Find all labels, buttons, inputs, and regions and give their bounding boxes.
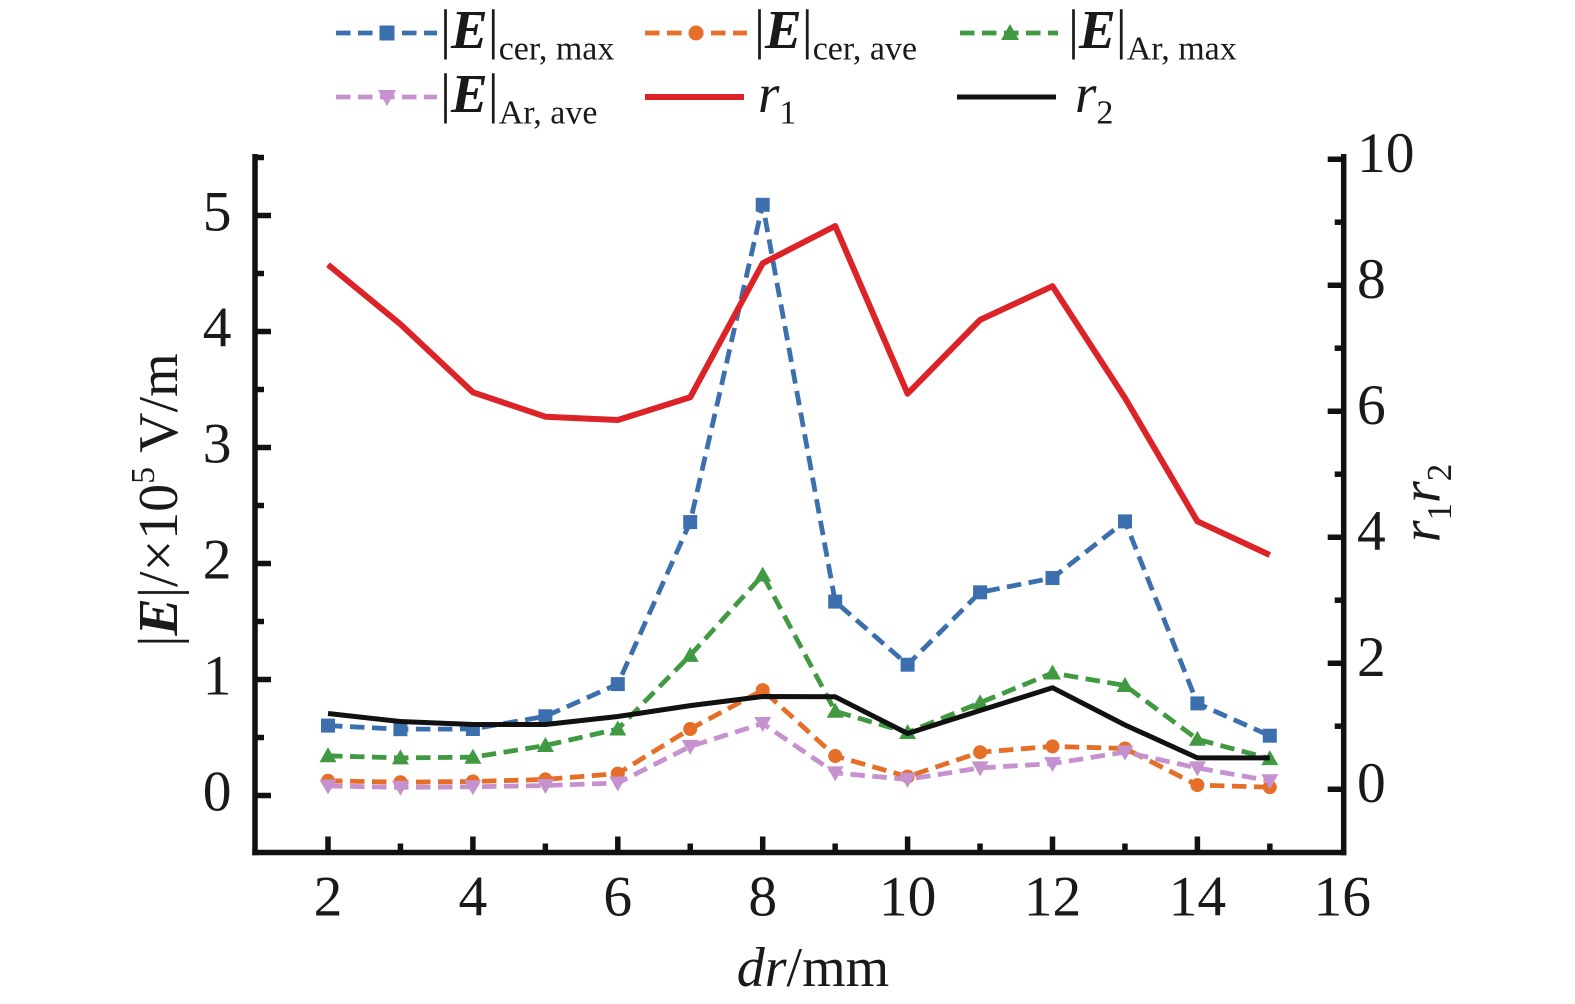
svg-text:1: 1 [203,645,232,708]
svg-text:8: 8 [1357,248,1386,311]
svg-text:2: 2 [203,529,232,592]
svg-text:12: 12 [1024,866,1082,929]
svg-text:r2: r2 [1075,63,1113,132]
svg-text:3: 3 [203,413,232,476]
svg-text:10: 10 [1357,122,1415,185]
svg-text:6: 6 [1357,374,1386,437]
svg-text:|E|/×105 V/m: |E|/×105 V/m [125,353,190,647]
svg-text:4: 4 [203,297,232,360]
svg-text:0: 0 [1357,752,1386,815]
svg-text:5: 5 [203,181,232,244]
svg-text:4: 4 [1357,500,1386,563]
svg-text:14: 14 [1169,866,1227,929]
svg-text:4: 4 [459,866,488,929]
svg-text:2: 2 [1357,626,1386,689]
svg-text:8: 8 [748,866,777,929]
svg-text:r1: r1 [758,63,796,132]
svg-text:r1r2: r1r2 [1391,464,1460,543]
svg-text:10: 10 [879,866,937,929]
svg-text:2: 2 [314,866,343,929]
svg-text:dr/mm: dr/mm [737,937,889,999]
svg-text:16: 16 [1314,866,1372,929]
svg-text:6: 6 [603,866,632,929]
svg-text:|E|Ar, ave: |E|Ar, ave [440,63,597,132]
svg-text:0: 0 [203,761,232,824]
